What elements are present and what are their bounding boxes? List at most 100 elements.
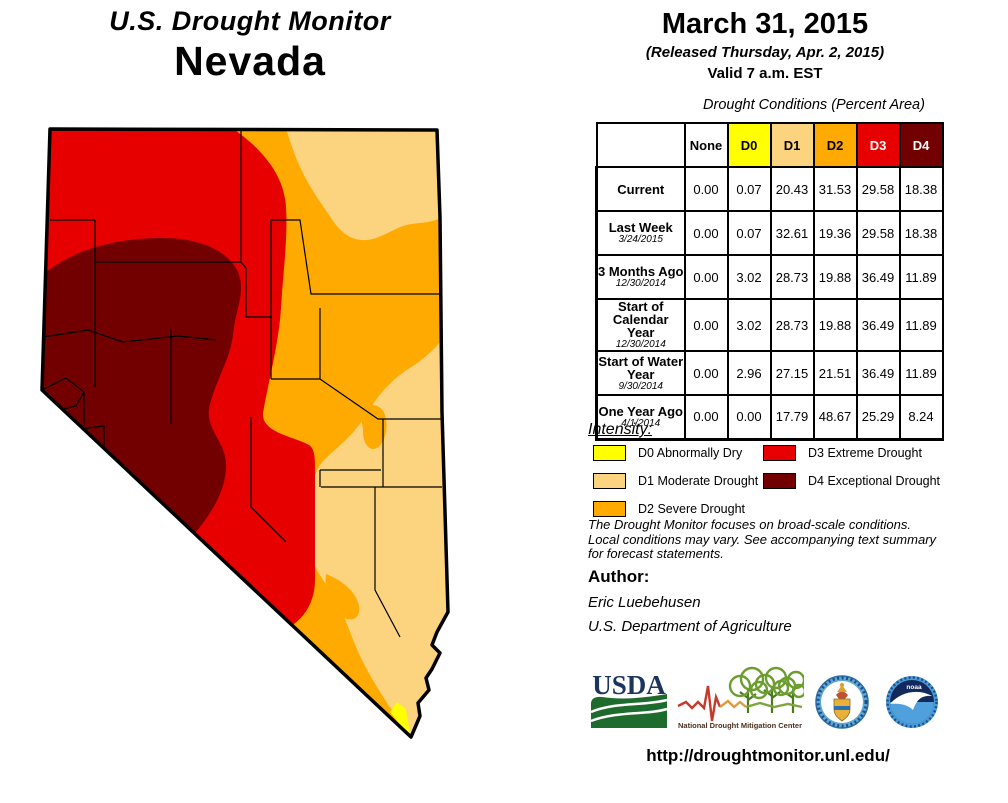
noaa-ocean (890, 702, 934, 724)
report-title: U.S. Drought Monitor (109, 6, 391, 36)
title-block: U.S. Drought Monitor Nevada (55, 6, 445, 85)
legend-item-d4: D4 Exceptional Drought (763, 473, 940, 489)
table-cell: 0.00 (683, 210, 729, 256)
table-cell: 36.49 (855, 254, 901, 300)
row-label-start-water-year: Start of Water Year 9/30/2014 (595, 350, 686, 396)
noaa-ring-text (886, 676, 938, 728)
usda-field-swoosh (590, 707, 668, 723)
row-label-current: Current (595, 166, 686, 212)
map-date: March 31, 2015 (661, 8, 869, 40)
disclaimer-line: Local conditions may vary. See accompany… (588, 531, 937, 547)
row-label-text: Start of Water Year (598, 353, 684, 382)
commerce-eagle (837, 685, 847, 692)
date-block: March 31, 2015 (Released Thursday, Apr. … (600, 8, 930, 82)
legend-column-right: D3 Extreme Drought D4 Exceptional Drough… (763, 445, 940, 501)
table-cell: 31.53 (812, 166, 858, 212)
table-cell: 19.36 (812, 210, 858, 256)
d1-moderate-region-northeast (286, 129, 441, 241)
d1-color-swatch (593, 473, 626, 489)
d4-color-swatch (763, 473, 796, 489)
table-row: Start of Calendar Year 12/30/2014 0.00 3.… (595, 298, 944, 352)
legend-label: D1 Moderate Drought (638, 474, 759, 488)
row-label-date: 12/30/2014 (615, 339, 666, 350)
commerce-seal-ring-text (816, 676, 868, 728)
table-cell: 18.38 (898, 210, 944, 256)
disclaimer-text: The Drought Monitor focuses on broad-sca… (588, 517, 968, 562)
table-cell: 32.61 (769, 210, 815, 256)
legend-item-d2: D2 Severe Drought (593, 501, 758, 517)
table-cell: 21.51 (812, 350, 858, 396)
table-caption: Drought Conditions (Percent Area) (703, 97, 925, 113)
usda-field-swoosh (590, 698, 668, 714)
table-cell: 20.43 (769, 166, 815, 212)
disclaimer-line: for forecast statements. (588, 546, 724, 561)
legend-label: D4 Exceptional Drought (808, 474, 941, 488)
d1-moderate-region-southeast (305, 340, 448, 737)
d0-color-swatch (593, 445, 626, 461)
legend-label: D3 Extreme Drought (808, 446, 922, 460)
table-cell: 19.88 (812, 254, 858, 300)
commerce-shield-band (834, 706, 850, 710)
legend-item-d1: D1 Moderate Drought (593, 473, 758, 489)
row-label-text: Current (617, 181, 665, 197)
col-header-d4: D4 (898, 122, 944, 168)
d2-tongue-upper (359, 404, 387, 449)
noaa-logo-text: noaa (906, 684, 922, 691)
table-row: Start of Water Year 9/30/2014 0.00 2.96 2… (595, 350, 944, 396)
table-cell: 0.00 (683, 394, 729, 441)
legend-title: Intensity: (588, 421, 653, 438)
table-cell: 11.89 (898, 298, 944, 352)
table-cell: 0.00 (726, 394, 772, 441)
state-border (40, 127, 450, 739)
table-cell: 36.49 (855, 350, 901, 396)
noaa-logo: noaa (886, 676, 938, 728)
table-cell: 0.00 (683, 298, 729, 352)
d2-tongue-lower (325, 574, 360, 620)
disclaimer-line: The Drought Monitor focuses on broad-sca… (588, 517, 912, 532)
drought-monitor-url[interactable]: http://droughtmonitor.unl.edu/ (646, 746, 890, 765)
table-cell: 29.58 (855, 166, 901, 212)
ndmc-ekg-line-orange (719, 699, 747, 709)
row-label-start-calendar-year: Start of Calendar Year 12/30/2014 (595, 298, 686, 352)
table-cell: 11.89 (898, 254, 944, 300)
usda-logo: USDA (590, 670, 668, 728)
table-cell: 0.07 (726, 210, 772, 256)
table-cell: 3.02 (726, 254, 772, 300)
table-cell: 18.38 (898, 166, 944, 212)
row-label-text: Last Week (608, 220, 673, 235)
table-cell: 0.00 (683, 350, 729, 396)
table-cell: 28.73 (769, 298, 815, 352)
noaa-seagull (890, 691, 932, 710)
row-label-date: 4/1/2014 (621, 417, 661, 429)
col-header-none: None (683, 122, 729, 168)
author-heading: Author: (588, 567, 650, 586)
legend-label: D2 Severe Drought (638, 502, 746, 516)
state-name: Nevada (174, 38, 326, 84)
row-label-3-months-ago: 3 Months Ago 12/30/2014 (595, 254, 686, 300)
table-cell: 17.79 (769, 394, 815, 441)
usda-logo-text: USDA (592, 670, 666, 700)
drought-conditions-table: None D0 D1 D2 D3 D4 Current 0.00 0.07 20… (595, 122, 944, 441)
row-label-one-year-ago: One Year Ago 4/1/2014 (595, 394, 686, 441)
col-header-d0: D0 (726, 122, 772, 168)
table-cell: 0.07 (726, 166, 772, 212)
table-cell: 48.67 (812, 394, 858, 441)
table-header-row: None D0 D1 D2 D3 D4 (595, 122, 944, 168)
table-corner-cell (595, 122, 686, 168)
legend-item-d3: D3 Extreme Drought (763, 445, 940, 461)
col-header-d1: D1 (769, 122, 815, 168)
commerce-seal (815, 675, 869, 729)
author-block: Author: Eric Luebehusen U.S. Department … (588, 567, 792, 635)
commerce-eagle-wings (836, 691, 848, 699)
row-label-text: Start of Calendar Year (612, 299, 669, 340)
table-row: Last Week 3/24/2015 0.00 0.07 32.61 19.36… (595, 210, 944, 256)
valid-time: Valid 7 a.m. EST (707, 65, 823, 82)
row-label-last-week: Last Week 3/24/2015 (595, 210, 686, 256)
release-date: (Released Thursday, Apr. 2, 2015) (645, 44, 885, 61)
table-cell: 27.15 (769, 350, 815, 396)
ndmc-ekg-line-red (677, 685, 722, 722)
table-row: One Year Ago 4/1/2014 0.00 0.00 17.79 48.… (595, 394, 944, 441)
legend-column-left: D0 Abnormally Dry D1 Moderate Drought D2… (593, 445, 758, 529)
col-header-d3: D3 (855, 122, 901, 168)
